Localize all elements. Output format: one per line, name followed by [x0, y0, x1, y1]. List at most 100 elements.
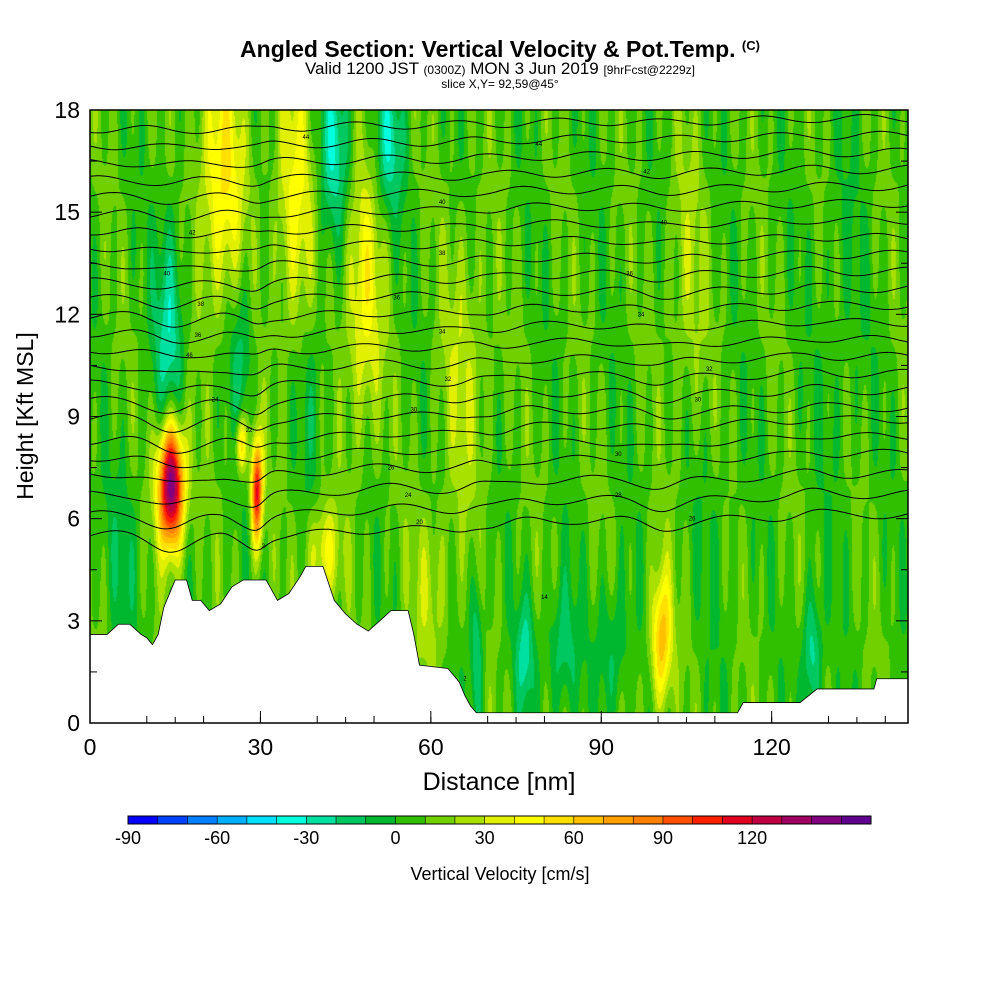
isentrope-line	[90, 508, 908, 553]
colorbar-swatch	[692, 816, 723, 824]
y-tick-label: 15	[54, 199, 80, 225]
isentrope-label: 24	[212, 397, 219, 403]
colorbar-tick-label: -30	[293, 828, 319, 848]
isentrope-line	[90, 432, 908, 469]
colorbar-swatch	[217, 816, 248, 824]
isentrope-layer	[90, 114, 908, 553]
colorbar-swatch	[246, 816, 277, 824]
y-tick-label: 18	[54, 97, 80, 123]
isentrope-line	[90, 249, 908, 272]
isentrope-label: 36	[393, 295, 400, 301]
isentrope-label-layer: 4442404038363634343232303030282626242022…	[163, 135, 713, 682]
colorbar-swatch	[603, 816, 634, 824]
x-axis: 0 30 60 90 120	[84, 711, 886, 760]
colorbar-tick-label: 90	[653, 828, 673, 848]
colorbar-tick-label: 30	[475, 828, 495, 848]
isentrope-label: 28	[615, 493, 622, 499]
colorbar-swatch	[514, 816, 545, 824]
isentrope-line	[90, 468, 908, 508]
colorbar-swatch	[573, 816, 604, 824]
isentrope-label: 26	[689, 517, 696, 523]
colorbar: -90 -60 -30 0 30 60 90 120	[115, 815, 872, 848]
y-tick-label: 3	[67, 608, 80, 634]
isentrope-label: 42	[643, 169, 650, 175]
isentrope-label: 40	[660, 220, 667, 226]
y-tick-label: 0	[67, 710, 80, 736]
isentrope-label: 22	[246, 428, 253, 434]
colorbar-swatch	[633, 816, 664, 824]
isentrope-line	[90, 215, 908, 239]
isentrope-label: 38	[197, 302, 204, 308]
y-tick-label: 9	[67, 404, 80, 430]
colorbar-swatch	[752, 816, 783, 824]
colorbar-swatch	[128, 816, 159, 824]
colorbar-tick-label: 0	[390, 828, 400, 848]
isentrope-line	[90, 181, 908, 205]
isentrope-label: 30	[615, 452, 622, 458]
isentrope-label: 34	[638, 312, 645, 318]
isentrope-line	[90, 282, 908, 310]
y-tick-label: 12	[54, 301, 80, 327]
x-tick-label: 90	[588, 734, 614, 760]
forecast-tag: [9hrFcst@2229z]	[603, 63, 696, 77]
x-tick-label: 120	[752, 734, 790, 760]
isentrope-label: 2	[262, 544, 266, 550]
colorbar-tick-label: -90	[115, 828, 141, 848]
slice-line: slice X,Y= 92,59@45°	[0, 78, 1000, 90]
colorbar-swatch	[454, 816, 485, 824]
x-axis-label: Distance [nm]	[423, 768, 576, 796]
isentrope-line	[90, 383, 908, 416]
isentrope-line	[90, 265, 908, 292]
colorbar-swatch	[306, 816, 337, 824]
isentrope-line	[90, 367, 908, 397]
isentrope-line	[90, 114, 908, 135]
isentrope-line	[90, 199, 908, 223]
colorbar-swatch	[484, 816, 515, 824]
isentrope-label: 44	[303, 135, 310, 141]
isentrope-label: 42	[189, 231, 196, 237]
isentrope-line	[90, 300, 908, 328]
x-tick-label: 0	[84, 734, 97, 760]
isentrope-label: 14	[541, 595, 548, 601]
colorbar-swatch	[544, 816, 575, 824]
isentrope-label: 2	[463, 677, 467, 683]
isentrope-label: 36	[626, 271, 633, 277]
colorbar-swatch	[811, 816, 842, 824]
isentrope-line	[90, 448, 908, 483]
isentrope-label: 40	[163, 271, 170, 277]
terrain	[90, 565, 908, 723]
isentrope-line	[90, 130, 908, 151]
colorbar-swatch	[722, 816, 753, 824]
colorbar-swatch	[781, 816, 812, 824]
plot-area: 4442404038363634343232303030282626242022…	[89, 109, 909, 724]
colorbar-swatch	[157, 816, 188, 824]
chart-title-mark: (C)	[741, 38, 760, 53]
y-axis-label: Height [Kft MSL]	[12, 332, 38, 499]
isentrope-label: 34	[439, 329, 446, 335]
colorbar-tick-label: 120	[737, 828, 767, 848]
isentrope-label: 26	[388, 466, 395, 472]
isentrope-label: 20	[416, 520, 423, 526]
x-tick-label: 60	[418, 734, 444, 760]
colorbar-swatch	[662, 816, 693, 824]
valid-prefix: Valid 1200 JST	[304, 59, 419, 78]
isentrope-label: 38	[439, 251, 446, 257]
colorbar-swatch	[276, 816, 307, 824]
isentrope-line	[90, 147, 908, 168]
isentrope-line	[90, 487, 908, 531]
slice-text: slice X,Y= 92,59@45°	[441, 77, 559, 91]
x-tick-label: 30	[248, 734, 274, 760]
isentrope-line	[90, 351, 908, 376]
isentrope-line	[90, 318, 908, 344]
isentrope-label: 30	[694, 397, 701, 403]
valid-date: MON 3 Jun 2019	[470, 59, 599, 78]
colorbar-frame	[127, 815, 872, 825]
isentrope-label: 30	[410, 408, 417, 414]
isentrope-label: 32	[706, 367, 713, 373]
valid-utc: (0300Z)	[423, 63, 466, 77]
chart-title-text: Angled Section: Vertical Velocity & Pot.…	[240, 36, 736, 62]
y-tick-label: 6	[67, 506, 80, 532]
isentrope-line	[90, 232, 908, 254]
